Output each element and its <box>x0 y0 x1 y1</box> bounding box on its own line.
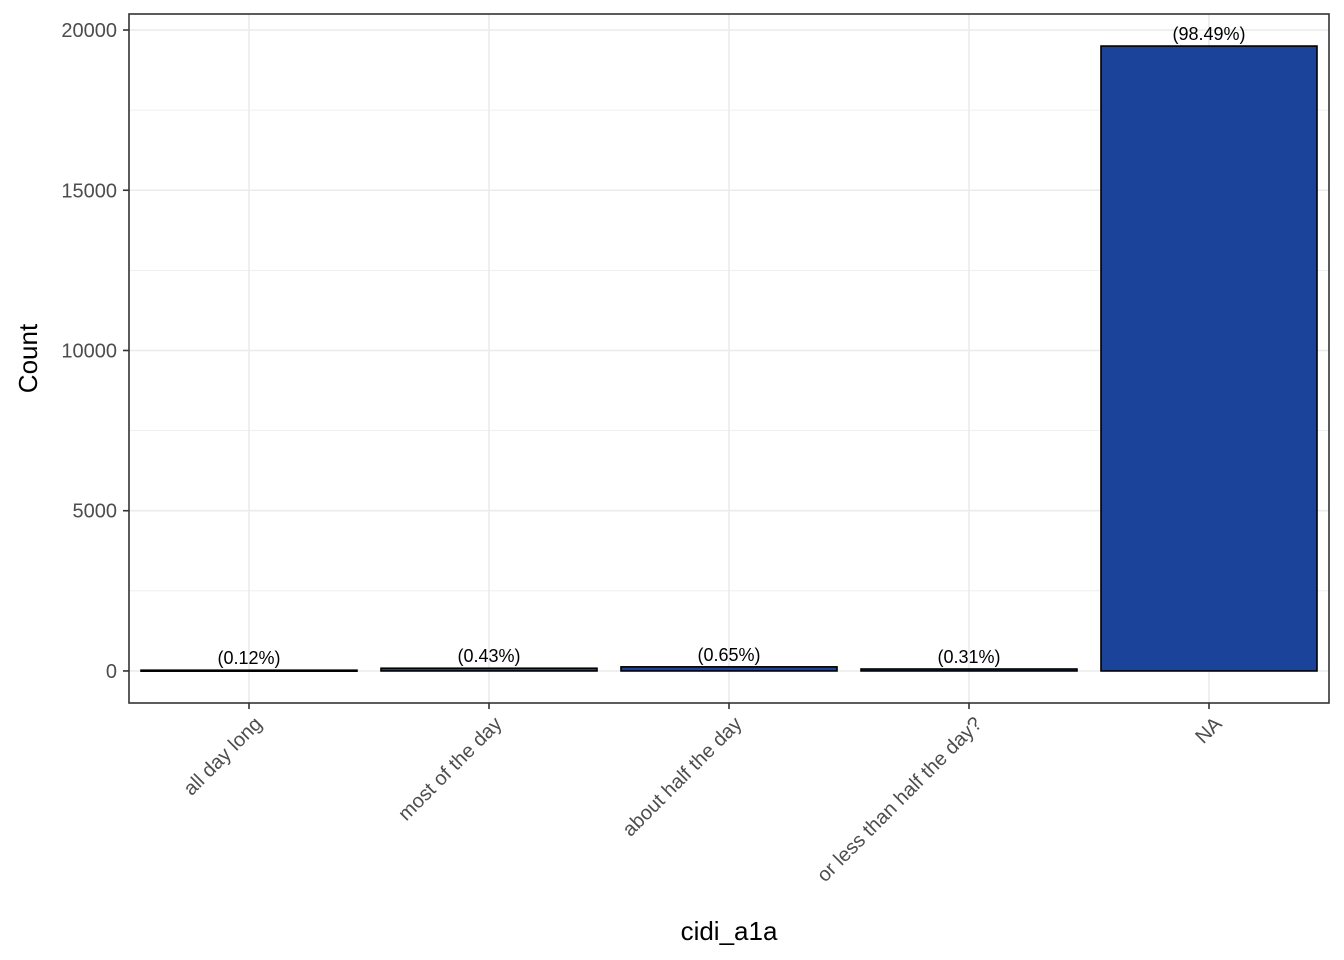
bar-value-label: (0.43%) <box>457 646 520 666</box>
bar <box>140 669 358 672</box>
x-tick-label: most of the day <box>394 713 506 825</box>
bar-value-label: (0.65%) <box>697 645 760 665</box>
x-tick-label: about half the day <box>619 713 747 841</box>
bars <box>140 45 1318 672</box>
bar-labels: (0.12%) (0.43%) (0.65%) (0.31%) (98.49%) <box>217 24 1245 668</box>
y-tick-label: 0 <box>106 661 117 683</box>
y-axis: 0 5000 10000 15000 20000 <box>61 20 129 683</box>
x-axis-title: cidi_a1a <box>681 916 778 946</box>
bar <box>1100 45 1318 672</box>
y-tick-label: 5000 <box>73 501 118 523</box>
bar-value-label: (0.31%) <box>937 647 1000 667</box>
x-tick-label: NA <box>1191 713 1227 749</box>
x-axis: all day long most of the day about half th… <box>179 703 1227 887</box>
x-tick-label: all day long <box>179 713 266 800</box>
bar-value-label: (98.49%) <box>1172 24 1245 44</box>
y-tick-label: 10000 <box>61 340 117 362</box>
y-axis-title: Count <box>13 323 43 393</box>
bar <box>620 666 838 672</box>
y-tick-label: 20000 <box>61 20 117 42</box>
bar-value-label: (0.12%) <box>217 648 280 668</box>
y-tick-label: 15000 <box>61 180 117 202</box>
bar <box>380 667 598 672</box>
bar <box>860 668 1078 672</box>
x-tick-label: or less than half the day? <box>813 713 987 887</box>
